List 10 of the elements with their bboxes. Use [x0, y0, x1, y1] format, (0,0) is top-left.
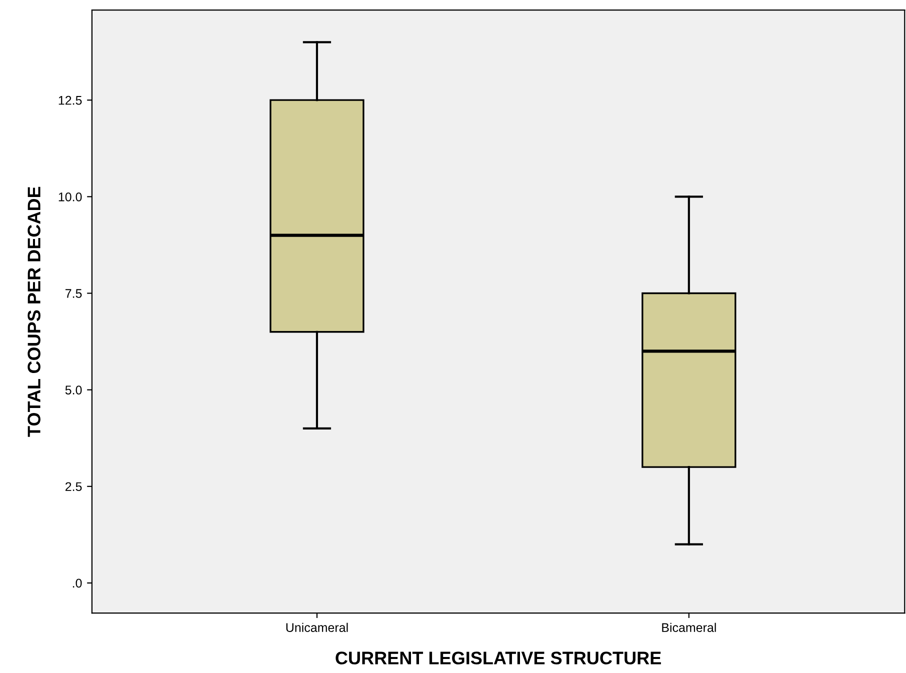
y-tick-label: 2.5	[65, 482, 82, 492]
y-tick-label: .0	[72, 578, 82, 588]
x-tick-label: Bicameral	[662, 622, 716, 632]
y-tick-label: 10.0	[58, 192, 82, 202]
x-tick-label: Unicameral	[286, 622, 348, 632]
y-tick-label: 7.5	[66, 289, 82, 298]
y-tick-label: 12.5	[58, 96, 82, 105]
y-axis-title: TOTAL COUPS PER DECADE	[28, 186, 40, 437]
y-tick-label: 5.0	[65, 386, 82, 394]
x-axis-title: CURRENT LEGISLATIVE STRUCTURE	[336, 652, 661, 664]
